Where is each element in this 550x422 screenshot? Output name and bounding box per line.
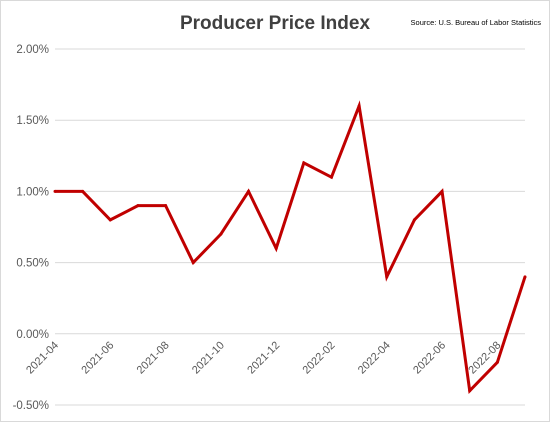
data-point	[191, 261, 195, 265]
x-tick-label: 2021-12	[245, 339, 282, 376]
data-point	[53, 189, 57, 193]
data-point	[329, 175, 333, 179]
x-tick-label: 2022-06	[411, 339, 448, 376]
series-group	[53, 100, 527, 395]
y-tick-label: 0.00%	[16, 329, 49, 341]
data-point	[523, 275, 527, 279]
x-axis-ticks: 2021-04 2021-06 2021-08 2021-10 2021-12 2022-…	[24, 339, 503, 376]
chart-source: Source: U.S. Bureau of Labor Statistics	[411, 18, 542, 27]
data-point	[108, 218, 112, 222]
data-point	[81, 189, 85, 193]
data-point	[440, 189, 444, 193]
data-point	[219, 232, 223, 236]
data-point	[136, 204, 140, 208]
series-line	[55, 100, 527, 395]
data-point	[468, 389, 472, 393]
x-tick-label: 2021-10	[190, 339, 227, 376]
y-tick-label: 0.50%	[16, 258, 49, 270]
data-point	[164, 204, 168, 208]
y-tick-label: -0.50%	[13, 400, 49, 412]
x-tick-label: 2021-08	[135, 339, 172, 376]
data-point	[302, 161, 306, 165]
y-axis-ticks: -0.50% 0.00% 0.50% 1.00% 1.50% 2.00%	[13, 44, 49, 412]
x-tick-label: 2022-04	[356, 339, 393, 376]
data-point	[495, 360, 499, 364]
data-point	[357, 104, 361, 108]
gridlines	[55, 48, 525, 406]
data-point	[412, 218, 416, 222]
y-tick-label: 1.50%	[16, 115, 49, 127]
chart-title: Producer Price Index	[180, 13, 371, 34]
y-tick-label: 1.00%	[16, 186, 49, 198]
data-point	[247, 189, 251, 193]
x-tick-label: 2021-06	[79, 339, 116, 376]
x-tick-label: 2021-04	[24, 339, 61, 376]
y-tick-label: 2.00%	[16, 44, 49, 56]
data-point	[274, 246, 278, 250]
data-point	[385, 275, 389, 279]
x-tick-label: 2022-02	[301, 339, 338, 376]
